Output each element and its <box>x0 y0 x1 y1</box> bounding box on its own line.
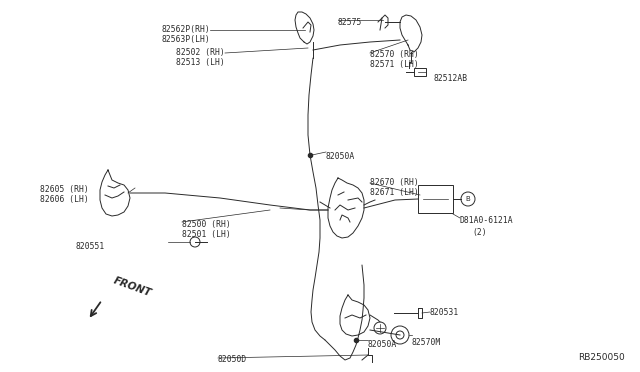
Text: D81A0-6121A: D81A0-6121A <box>460 216 514 225</box>
Text: 82671 (LH): 82671 (LH) <box>370 188 419 197</box>
Text: 82571 (LH): 82571 (LH) <box>370 60 419 69</box>
Text: 82513 (LH): 82513 (LH) <box>176 58 225 67</box>
Text: 82502 (RH): 82502 (RH) <box>176 48 225 57</box>
Text: 82605 (RH): 82605 (RH) <box>40 185 89 194</box>
Text: FRONT: FRONT <box>112 275 153 298</box>
Text: 82606 (LH): 82606 (LH) <box>40 195 89 204</box>
Bar <box>418 185 453 213</box>
Text: 82563P(LH): 82563P(LH) <box>161 35 210 44</box>
Text: (2): (2) <box>472 228 486 237</box>
Text: 820551: 820551 <box>76 242 105 251</box>
Text: RB250050: RB250050 <box>579 353 625 362</box>
Text: 82500 (RH): 82500 (RH) <box>182 220 231 229</box>
Text: 82501 (LH): 82501 (LH) <box>182 230 231 239</box>
Text: 82512AB: 82512AB <box>434 74 468 83</box>
Text: 82050A: 82050A <box>368 340 397 349</box>
Text: 82050D: 82050D <box>218 355 247 364</box>
Text: 82570M: 82570M <box>412 338 441 347</box>
Bar <box>414 68 426 76</box>
Text: B: B <box>466 196 470 202</box>
Text: 820531: 820531 <box>430 308 460 317</box>
Text: 82670 (RH): 82670 (RH) <box>370 178 419 187</box>
Text: 82570 (RH): 82570 (RH) <box>370 50 419 59</box>
Text: 82575: 82575 <box>338 18 362 27</box>
Text: 82562P(RH): 82562P(RH) <box>161 25 210 34</box>
Text: 82050A: 82050A <box>326 152 355 161</box>
